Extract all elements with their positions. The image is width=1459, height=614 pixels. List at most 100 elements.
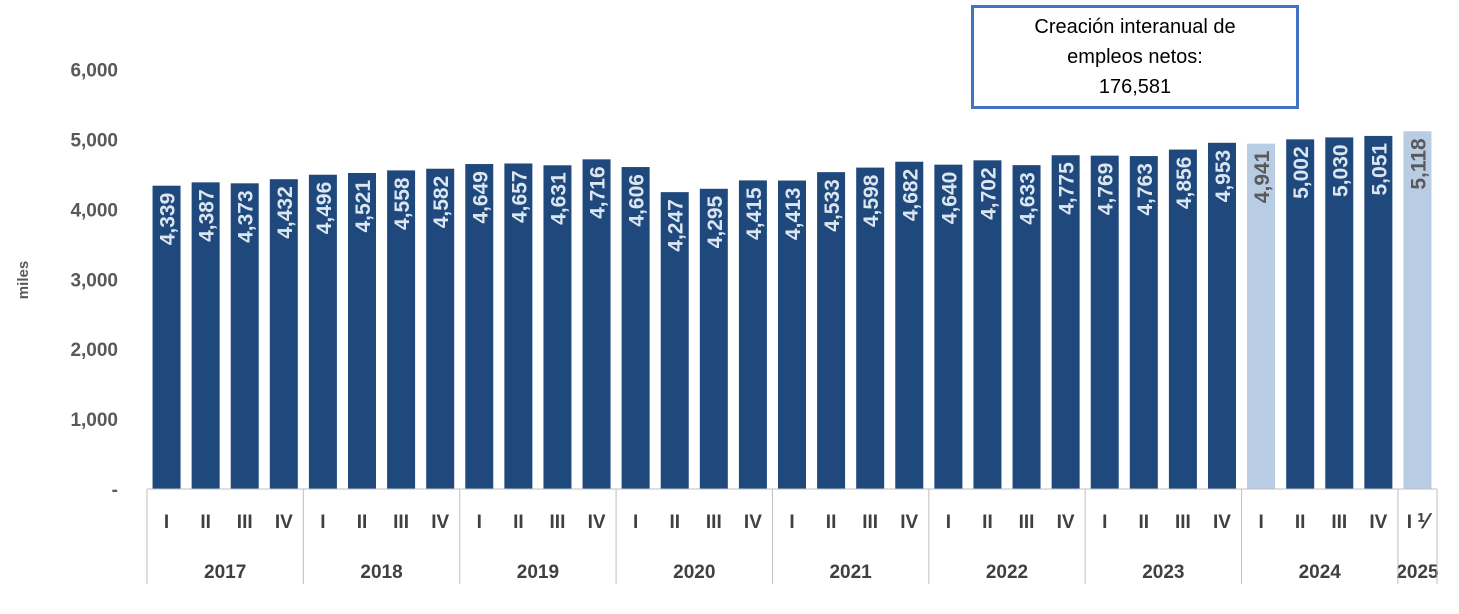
quarter-label: IV xyxy=(900,512,918,533)
bar-value-label: 4,496 xyxy=(313,182,336,235)
callout-line-2: empleos netos: xyxy=(1067,46,1203,68)
quarter-label: I ⅟ xyxy=(1407,512,1433,533)
quarter-label: IV xyxy=(1369,512,1387,533)
bar-value-label: 4,373 xyxy=(235,190,258,243)
annual-job-creation-callout: Creación interanual de empleos netos: 17… xyxy=(971,5,1299,109)
bar-value-label: 4,247 xyxy=(665,199,688,252)
bar xyxy=(1364,135,1393,489)
quarter-label: II xyxy=(513,512,524,533)
bar-value-label: 5,051 xyxy=(1368,143,1391,196)
quarter-label: III xyxy=(1331,512,1347,533)
y-tick-label: 2,000 xyxy=(70,340,118,361)
y-axis-label: miles xyxy=(15,261,32,299)
bar xyxy=(1208,142,1236,490)
quarter-label: II xyxy=(982,512,993,533)
bar xyxy=(699,188,728,490)
bar-value-label: 4,716 xyxy=(587,166,610,219)
bar xyxy=(543,165,572,490)
bar-value-label: 4,413 xyxy=(782,188,805,241)
bar-value-label: 4,941 xyxy=(1251,150,1274,203)
bar xyxy=(778,180,806,489)
quarter-label: IV xyxy=(588,512,606,533)
bar-value-label: 4,339 xyxy=(157,193,180,246)
year-label: 2025 xyxy=(1396,562,1439,583)
year-label: 2017 xyxy=(204,562,246,583)
bar xyxy=(191,182,220,489)
quarter-label: III xyxy=(1019,512,1035,533)
bar-value-label: 4,640 xyxy=(938,172,961,225)
quarter-label: IV xyxy=(1213,512,1231,533)
bar xyxy=(738,180,767,490)
bar-value-label: 4,598 xyxy=(860,174,883,227)
quarter-label: IV xyxy=(431,512,449,533)
bar xyxy=(1403,131,1432,489)
quarter-label: III xyxy=(237,512,253,533)
quarter-label: I xyxy=(320,512,325,533)
quarter-label: I xyxy=(946,512,951,533)
bar-value-label: 4,953 xyxy=(1212,150,1235,203)
quarter-label: IV xyxy=(275,512,293,533)
bar xyxy=(1012,165,1041,489)
quarter-label: III xyxy=(550,512,566,533)
bar xyxy=(1247,143,1276,490)
bar-value-label: 4,387 xyxy=(196,189,219,242)
bar xyxy=(504,163,533,489)
y-tick-label: 5,000 xyxy=(70,131,118,152)
bar xyxy=(465,164,494,489)
bar-value-label: 4,775 xyxy=(1056,162,1079,215)
bar-value-label: 4,295 xyxy=(704,195,727,248)
bar xyxy=(856,167,885,489)
bar xyxy=(269,179,298,490)
bar xyxy=(230,183,259,489)
quarter-label: I xyxy=(164,512,169,533)
bar xyxy=(895,161,924,489)
quarter-label: I xyxy=(1258,512,1263,533)
quarter-label: III xyxy=(393,512,409,533)
bar xyxy=(1051,155,1080,490)
year-label: 2023 xyxy=(1142,562,1184,583)
quarter-label: II xyxy=(200,512,211,533)
bar-value-label: 4,606 xyxy=(626,174,649,227)
bar-value-label: 4,769 xyxy=(1095,163,1118,216)
y-tick-label: 4,000 xyxy=(70,200,118,221)
bar xyxy=(1090,155,1119,489)
bar-value-label: 4,633 xyxy=(1017,172,1040,225)
quarter-label: III xyxy=(862,512,878,533)
y-tick-label: 1,000 xyxy=(70,410,118,431)
year-label: 2021 xyxy=(829,562,872,583)
quarter-label: I xyxy=(633,512,638,533)
bar xyxy=(660,192,689,489)
quarter-label: II xyxy=(1139,512,1150,533)
bar-value-label: 4,657 xyxy=(508,170,531,223)
quarter-label: II xyxy=(1295,512,1306,533)
y-tick-label: 3,000 xyxy=(70,270,118,291)
year-label: 2019 xyxy=(517,562,559,583)
year-label: 2024 xyxy=(1299,562,1342,583)
bar xyxy=(1325,137,1354,489)
quarter-label: II xyxy=(826,512,837,533)
bar xyxy=(387,170,416,489)
bar-value-label: 4,631 xyxy=(547,172,570,225)
bar xyxy=(426,168,455,489)
quarter-label: III xyxy=(706,512,722,533)
bar xyxy=(348,172,376,489)
year-label: 2022 xyxy=(986,562,1028,583)
year-label: 2020 xyxy=(673,562,715,583)
quarter-label: IV xyxy=(1057,512,1075,533)
bar xyxy=(582,159,611,489)
quarter-label: IV xyxy=(744,512,762,533)
quarter-label: II xyxy=(357,512,368,533)
bar-value-label: 4,432 xyxy=(274,186,297,239)
bar xyxy=(817,172,846,489)
bar xyxy=(973,160,1002,489)
bar-value-label: 4,533 xyxy=(821,179,844,232)
quarter-label: II xyxy=(669,512,680,533)
bar-value-label: 5,002 xyxy=(1290,146,1313,199)
bar xyxy=(1286,139,1315,489)
bar-value-label: 4,415 xyxy=(743,187,766,240)
callout-line-1: Creación interanual de xyxy=(1034,16,1236,38)
quarter-label: I xyxy=(477,512,482,533)
bar xyxy=(1129,156,1158,490)
quarter-label: I xyxy=(789,512,794,533)
